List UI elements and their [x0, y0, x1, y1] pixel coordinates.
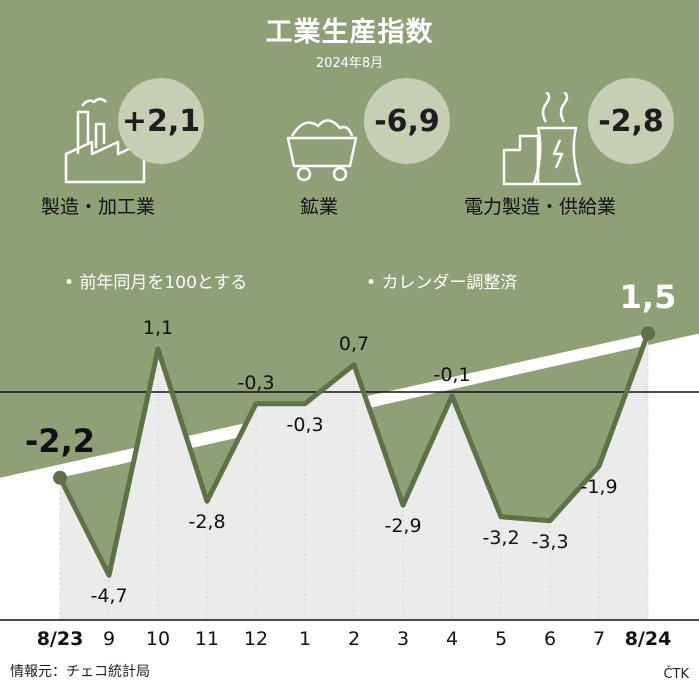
note-adjusted-text: カレンダー調整済: [381, 273, 518, 293]
x-tick-4: 12: [243, 628, 269, 650]
data-label-7: -2,9: [384, 515, 422, 538]
indicator-label-power: 電力製造・供給業: [464, 196, 617, 218]
x-tick-10: 6: [543, 628, 557, 650]
x-tick-5: 1: [298, 628, 312, 650]
data-label-1: -4,7: [90, 585, 128, 608]
indicator-label-manufacturing: 製造・加工業: [41, 196, 156, 218]
data-label-10: -3,3: [531, 530, 569, 553]
data-label-9: -3,2: [482, 526, 520, 549]
data-label-11: -1,9: [580, 476, 618, 499]
indicator-value-manufacturing: +2,1: [118, 78, 204, 164]
x-tick-6: 2: [347, 628, 361, 650]
data-label-4: -0,3: [237, 371, 275, 394]
mine-cart-icon: [286, 119, 358, 182]
x-tick-12: 8/24: [624, 628, 672, 650]
data-point-12: [641, 326, 655, 341]
note-yoy: • 前年同月を100とする: [64, 273, 248, 293]
x-tick-0: 8/23: [36, 628, 84, 650]
data-point-0: [53, 470, 67, 485]
factory-icon: [64, 97, 146, 184]
series-line: [57, 332, 651, 578]
data-label-2: 1,1: [142, 317, 174, 340]
x-tick-1: 9: [102, 628, 116, 650]
data-label-0: -2,2: [25, 421, 95, 460]
power-plant-icon: [502, 92, 582, 186]
x-tick-11: 7: [592, 628, 606, 650]
x-tick-3: 11: [194, 628, 220, 650]
indicator-value-power: -2,8: [588, 78, 674, 164]
data-label-3: -2,8: [188, 511, 226, 534]
chart-subtitle: 2024年8月: [315, 56, 384, 71]
data-label-8: -0,1: [433, 363, 471, 386]
source-note: 情報元：チェコ統計局: [10, 664, 150, 680]
credit: ČTK: [663, 667, 689, 682]
indicator-label-mining: 鉱業: [300, 196, 339, 218]
data-label-6: 0,7: [338, 332, 370, 355]
chart-title: 工業生産指数: [265, 17, 434, 48]
x-tick-2: 10: [145, 628, 171, 650]
x-tick-8: 4: [445, 628, 459, 650]
x-tick-9: 5: [494, 628, 508, 650]
indicator-value-mining: -6,9: [364, 78, 450, 164]
note-adjusted: • カレンダー調整済: [366, 273, 518, 293]
data-label-12: 1,5: [619, 277, 677, 316]
note-yoy-text: 前年同月を100とする: [79, 273, 248, 293]
x-tick-7: 3: [396, 628, 410, 650]
data-label-5: -0,3: [286, 413, 324, 436]
